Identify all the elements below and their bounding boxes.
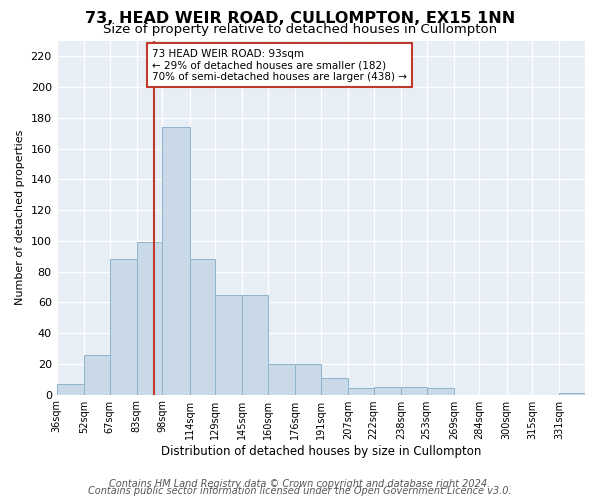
- Bar: [242, 294, 268, 394]
- Bar: [295, 364, 321, 394]
- Bar: [401, 387, 427, 394]
- Bar: [163, 127, 190, 394]
- Bar: [374, 387, 401, 394]
- Bar: [215, 294, 242, 394]
- Text: Contains public sector information licensed under the Open Government Licence v3: Contains public sector information licen…: [88, 486, 512, 496]
- Bar: [110, 260, 137, 394]
- Bar: [559, 393, 585, 394]
- Text: 73, HEAD WEIR ROAD, CULLOMPTON, EX15 1NN: 73, HEAD WEIR ROAD, CULLOMPTON, EX15 1NN: [85, 11, 515, 26]
- X-axis label: Distribution of detached houses by size in Cullompton: Distribution of detached houses by size …: [161, 444, 481, 458]
- Text: Contains HM Land Registry data © Crown copyright and database right 2024.: Contains HM Land Registry data © Crown c…: [109, 479, 491, 489]
- Bar: [190, 260, 215, 394]
- Bar: [137, 242, 163, 394]
- Bar: [427, 388, 454, 394]
- Text: 73 HEAD WEIR ROAD: 93sqm
← 29% of detached houses are smaller (182)
70% of semi-: 73 HEAD WEIR ROAD: 93sqm ← 29% of detach…: [152, 48, 407, 82]
- Bar: [268, 364, 295, 394]
- Text: Size of property relative to detached houses in Cullompton: Size of property relative to detached ho…: [103, 22, 497, 36]
- Bar: [321, 378, 348, 394]
- Bar: [84, 354, 110, 395]
- Bar: [348, 388, 374, 394]
- Y-axis label: Number of detached properties: Number of detached properties: [15, 130, 25, 306]
- Bar: [56, 384, 84, 394]
